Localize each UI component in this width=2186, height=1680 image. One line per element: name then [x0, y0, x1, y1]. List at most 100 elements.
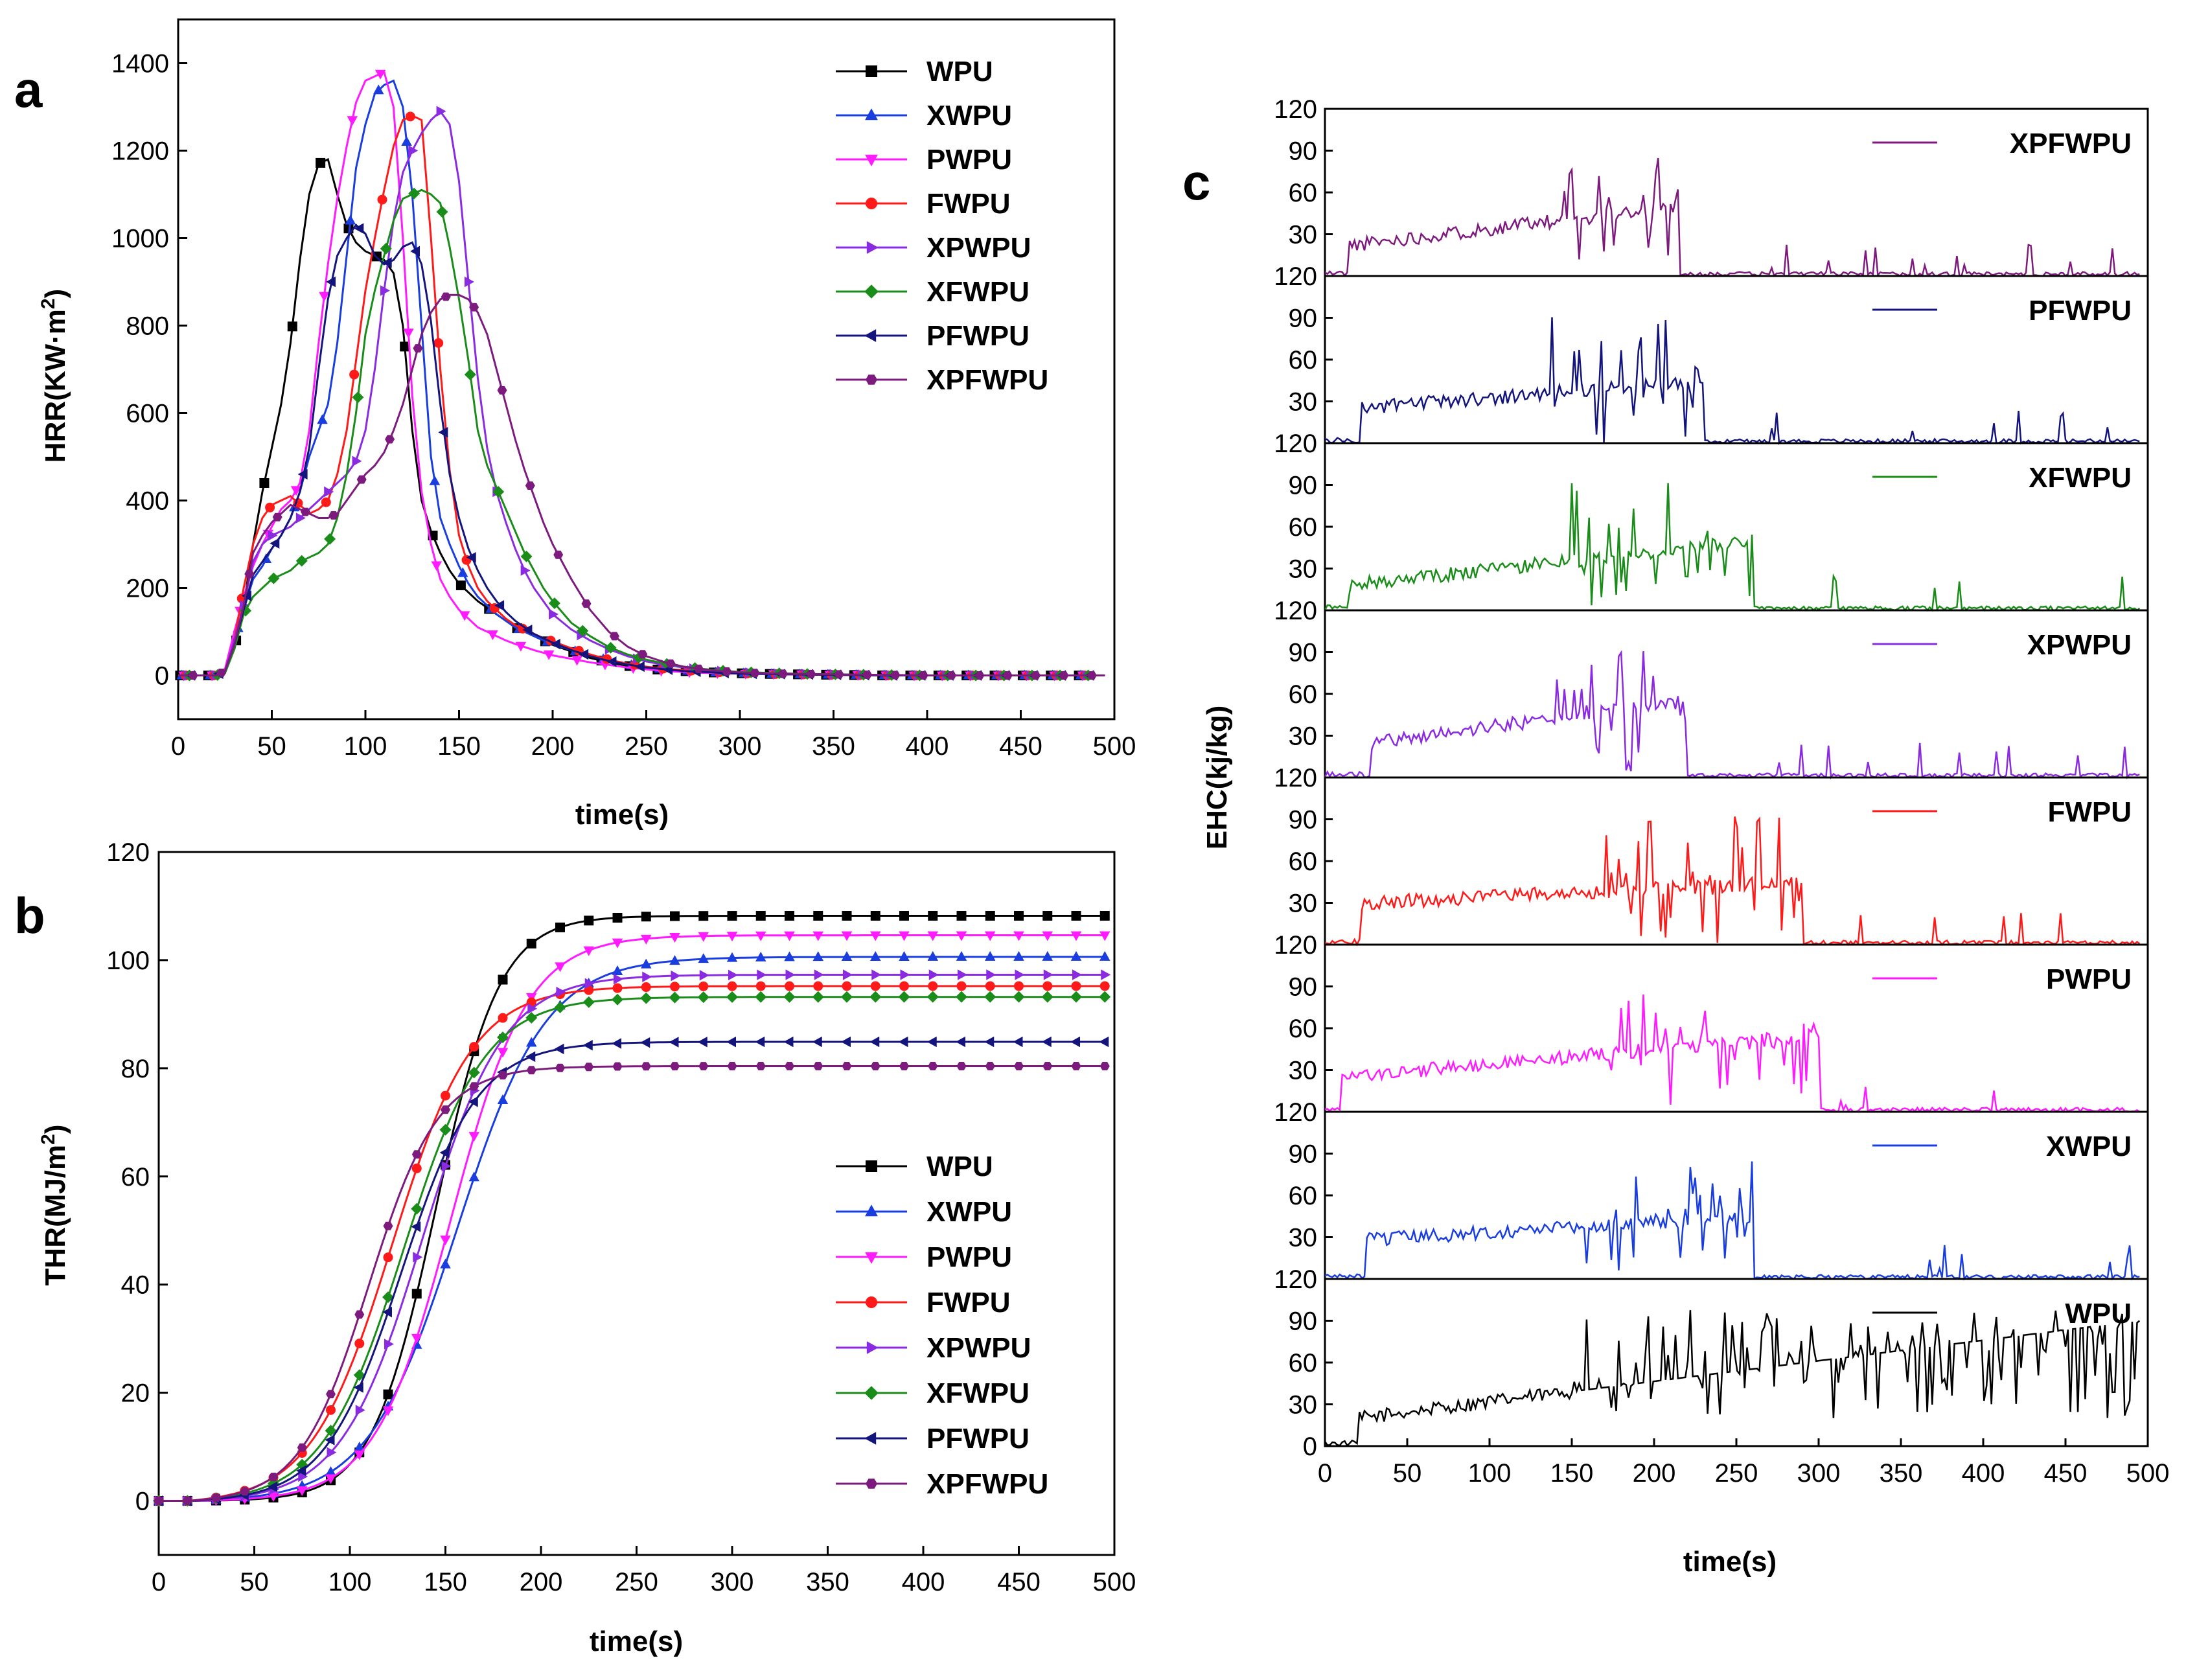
thr-marker-pfwpu — [841, 1036, 851, 1048]
hrr-legend-marker — [864, 329, 877, 342]
thr-legend-label: WPU — [926, 1151, 993, 1182]
thr-marker-fwpu — [985, 981, 995, 991]
thr-marker-wpu — [641, 912, 651, 922]
thr-marker-pwpu — [841, 931, 853, 941]
hrr-marker-xpfwpu — [413, 344, 423, 353]
thr-marker-wpu — [383, 1389, 393, 1399]
thr-marker-xpfwpu — [670, 1062, 680, 1071]
thr-marker-wpu — [813, 910, 823, 921]
thr-marker-pfwpu — [1013, 1036, 1023, 1048]
hrr-marker-xpwpu — [380, 285, 390, 296]
ehc-x-tick-label: 100 — [1468, 1459, 1512, 1488]
thr-marker-wpu — [755, 911, 766, 921]
hrr-y-tick-label: 0 — [155, 662, 169, 691]
thr-marker-pwpu — [1042, 931, 1053, 941]
thr-marker-xpwpu — [699, 970, 709, 981]
thr-x-tick-label: 100 — [328, 1568, 372, 1596]
thr-marker-xwpu — [985, 950, 996, 961]
ehc-y-tick-label: 30 — [1289, 722, 1318, 751]
hrr-y-tick-label: 600 — [126, 400, 169, 428]
hrr-marker-xwpu — [345, 214, 356, 225]
hrr-y-tick-label: 400 — [126, 487, 169, 516]
hrr-marker-xpwpu — [352, 455, 362, 466]
thr-marker-pwpu — [1070, 931, 1082, 941]
hrr-legend: WPU XWPU PWPU FWPU XPWPU XFWPU PFWPU XPFWPU — [836, 56, 1048, 396]
thr-marker-pfwpu — [468, 1096, 478, 1107]
thr-marker-xfwpu — [612, 993, 623, 1006]
hrr-marker-xfwpu — [548, 597, 560, 610]
ehc-y-tick-label: 120 — [1274, 1098, 1317, 1127]
thr-marker-xpfwpu — [354, 1310, 365, 1319]
hrr-legend-label: WPU — [926, 56, 993, 87]
thr-marker-xfwpu — [1099, 991, 1111, 1003]
ehc-legend-label-xpwpu: XPWPU — [2027, 629, 2132, 661]
thr-marker-fwpu — [698, 981, 709, 991]
hrr-y-tick-label: 800 — [126, 312, 169, 341]
hrr-marker-xfwpu — [436, 206, 448, 218]
thr-y-axis-title: THR(MJ/m2) — [38, 1125, 72, 1286]
thr-marker-wpu — [956, 910, 967, 921]
hrr-x-tick-label: 350 — [812, 732, 855, 761]
thr-marker-xpwpu — [671, 970, 681, 982]
ehc-y-tick-label: 90 — [1289, 806, 1318, 834]
thr-marker-wpu — [899, 910, 909, 921]
thr-marker-pwpu — [698, 932, 709, 942]
hrr-marker-xwpu — [457, 567, 468, 577]
hrr-marker-xpfwpu — [1002, 671, 1013, 680]
thr-marker-xfwpu — [755, 991, 767, 1003]
thr-marker-fwpu — [928, 981, 938, 991]
thr-marker-pfwpu — [1041, 1036, 1052, 1048]
hrr-marker-xfwpu — [464, 369, 476, 381]
thr-marker-xwpu — [841, 951, 853, 961]
ehc-x-tick-label: 450 — [2044, 1459, 2088, 1488]
hrr-marker-xpwpu — [549, 608, 558, 620]
thr-legend-label: XPFWPU — [926, 1468, 1048, 1500]
thr-marker-xwpu — [1099, 950, 1110, 961]
hrr-marker-pwpu — [571, 656, 582, 666]
thr-marker-xpwpu — [556, 986, 566, 998]
hrr-marker-pfwpu — [382, 257, 392, 268]
thr-marker-pwpu — [497, 1048, 509, 1058]
thr-marker-pfwpu — [439, 1147, 450, 1158]
thr-marker-wpu — [1042, 910, 1053, 921]
hrr-marker-xpfwpu — [890, 671, 901, 680]
thr-marker-xpfwpu — [1042, 1062, 1053, 1070]
thr-marker-xpwpu — [728, 969, 738, 981]
hrr-marker-wpu — [455, 580, 466, 590]
thr-x-tick-label: 500 — [1093, 1568, 1136, 1596]
hrr-marker-pfwpu — [494, 600, 505, 611]
thr-marker-xpwpu — [584, 978, 595, 989]
thr-marker-pwpu — [297, 1486, 308, 1497]
hrr-marker-xpfwpu — [806, 669, 816, 678]
hrr-marker-xpfwpu — [862, 670, 872, 679]
thr-marker-pfwpu — [612, 1038, 621, 1049]
hrr-legend-marker — [866, 65, 877, 77]
thr-marker-xpfwpu — [842, 1062, 852, 1070]
hrr-marker-pfwpu — [550, 638, 560, 650]
ehc-x-tick-label: 200 — [1633, 1459, 1676, 1488]
hrr-marker-wpu — [259, 478, 270, 488]
thr-marker-xpwpu — [900, 969, 910, 980]
hrr-y-axis-title: HRR(KW·m2) — [38, 289, 72, 463]
thr-marker-fwpu — [641, 982, 651, 993]
thr-legend-label: XWPU — [926, 1196, 1012, 1228]
thr-marker-wpu — [612, 912, 623, 923]
ehc-y-tick-label: 120 — [1274, 1265, 1317, 1294]
thr-marker-wpu — [411, 1289, 422, 1299]
thr-marker-xpfwpu — [211, 1493, 221, 1502]
thr-series-line-pfwpu — [159, 1041, 1105, 1502]
hrr-marker-fwpu — [349, 369, 360, 380]
hrr-marker-xpfwpu — [1059, 671, 1069, 680]
thr-marker-wpu — [727, 911, 737, 921]
thr-marker-pfwpu — [640, 1037, 650, 1048]
hrr-marker-xpfwpu — [778, 669, 788, 678]
thr-marker-xpfwpu — [555, 1063, 565, 1072]
thr-x-tick-label: 200 — [520, 1568, 563, 1596]
thr-marker-wpu — [928, 910, 938, 921]
thr-marker-xfwpu — [582, 996, 595, 1008]
thr-marker-xpwpu — [757, 969, 767, 980]
hrr-marker-xpfwpu — [1087, 671, 1097, 680]
thr-marker-xpfwpu — [870, 1062, 880, 1070]
hrr-marker-xpfwpu — [834, 670, 844, 679]
thr-marker-xfwpu — [812, 991, 824, 1003]
